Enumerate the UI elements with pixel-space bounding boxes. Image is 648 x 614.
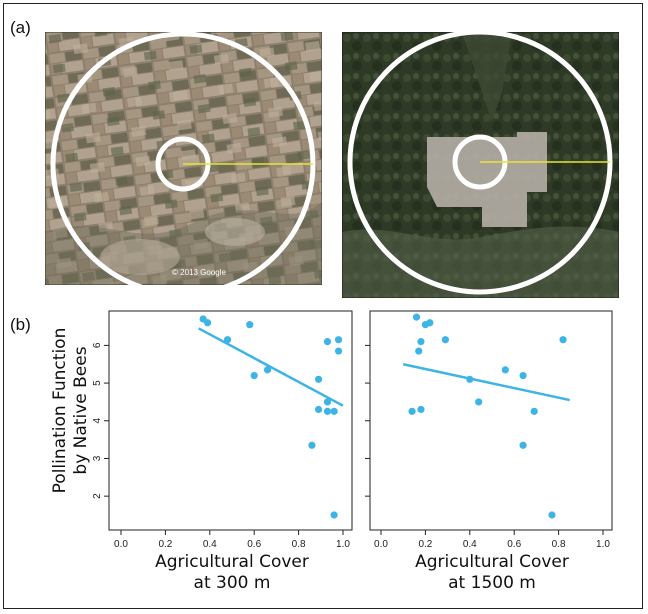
x-axis-label: Agricultural Cover: [155, 552, 309, 572]
data-point: [323, 398, 332, 406]
x-tick-label: 0.4: [203, 539, 217, 550]
y-axis-label: Pollination Function: [50, 328, 70, 494]
x-tick-label: 0.2: [418, 539, 432, 550]
y-tick-label: 2: [92, 493, 103, 499]
y-axis-label: by Native Bees: [71, 346, 91, 474]
data-point: [441, 336, 449, 344]
data-point: [250, 371, 258, 380]
x-axis-label: at 1500 m: [448, 573, 536, 593]
y-tick-label: 4: [92, 418, 103, 424]
x-tick-label: 0.2: [158, 539, 172, 550]
data-point: [548, 511, 556, 519]
data-point: [246, 321, 254, 329]
photo-credit: © 2013 Google: [172, 268, 226, 277]
x-tick-label: 0.4: [463, 539, 477, 550]
data-point: [519, 371, 527, 380]
data-point: [415, 347, 423, 355]
data-point: [559, 336, 567, 344]
x-axis-label: at 300 m: [194, 573, 271, 593]
x-axis-label: Agricultural Cover: [415, 552, 569, 572]
data-point: [475, 398, 483, 406]
data-point: [203, 319, 212, 327]
plot-frame: [369, 310, 613, 531]
data-point: [308, 441, 316, 449]
data-point: [323, 338, 332, 346]
data-point: [426, 319, 434, 327]
plot-frame: [108, 310, 353, 531]
figure-frame: [3, 3, 643, 609]
aerial-photo-300m: © 2013 Google: [45, 32, 322, 285]
data-point: [223, 336, 232, 344]
data-point: [501, 366, 509, 374]
data-point: [263, 366, 272, 374]
x-tick-label: 0.0: [114, 539, 128, 550]
fit-line: [402, 363, 570, 402]
data-point: [530, 407, 538, 415]
y-tick-label: 5: [92, 380, 103, 386]
data-point: [408, 407, 416, 415]
x-tick-label: 1.0: [336, 539, 350, 550]
data-point: [466, 375, 474, 383]
data-point: [519, 441, 527, 449]
data-point: [330, 407, 338, 415]
data-point: [314, 405, 323, 414]
aerial-photo-1500m: [342, 32, 619, 298]
x-tick-label: 0.0: [374, 539, 388, 550]
x-tick-label: 0.6: [507, 539, 521, 550]
data-point: [417, 405, 425, 414]
x-tick-label: 0.8: [552, 539, 566, 550]
x-tick-label: 1.0: [596, 539, 610, 550]
panel-label-a: (a): [10, 18, 31, 37]
panel-label-b: (b): [10, 315, 31, 334]
y-tick-label: 6: [92, 342, 103, 348]
data-point: [314, 375, 323, 383]
data-point: [334, 347, 343, 355]
data-point: [330, 511, 338, 519]
x-tick-label: 0.6: [247, 539, 261, 550]
fit-line: [198, 327, 344, 407]
data-point: [412, 313, 421, 321]
y-tick-label: 3: [92, 455, 103, 461]
data-point: [334, 336, 343, 344]
data-point: [417, 338, 425, 346]
data-point: [323, 407, 332, 415]
x-tick-label: 0.8: [292, 539, 306, 550]
